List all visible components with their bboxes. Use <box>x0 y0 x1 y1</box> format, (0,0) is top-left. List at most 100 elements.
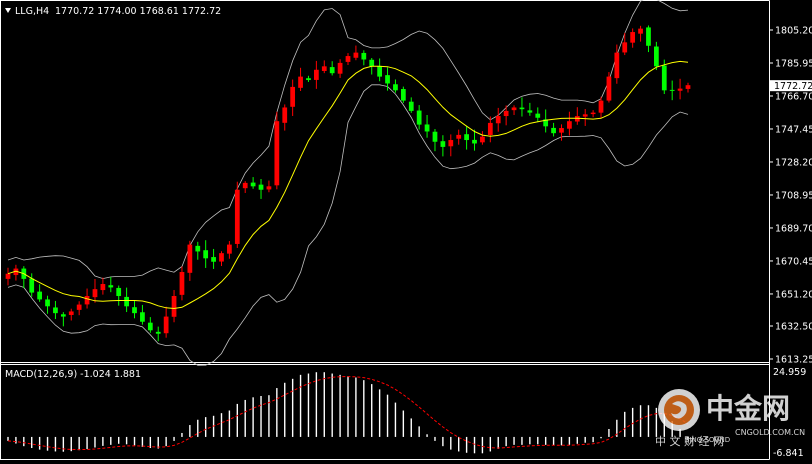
candle-body <box>408 101 414 111</box>
candle-body <box>60 314 66 317</box>
candle-body <box>353 52 359 58</box>
candle-body <box>456 134 462 139</box>
candle-body <box>124 296 129 307</box>
candle-body <box>171 296 177 317</box>
candle-body <box>76 304 82 310</box>
price-tick-label: 1805.20 <box>775 26 812 37</box>
candle-body <box>195 245 201 252</box>
watermark-stamp: SINO SOUND <box>685 436 730 444</box>
price-tick-label: 1728.20 <box>775 157 812 168</box>
candle-body <box>590 112 596 115</box>
candle-body <box>203 250 209 259</box>
candle-body <box>669 89 675 91</box>
chart-ohlc: 1770.72 1774.00 1768.61 1772.72 <box>55 6 221 17</box>
candle-body <box>29 278 35 293</box>
candle-body <box>480 136 485 143</box>
watermark-url: CNGOLD.COM.CN <box>735 428 805 437</box>
bollinger-lower <box>7 84 689 366</box>
candle-body <box>582 114 588 117</box>
candle-body <box>266 186 272 190</box>
price-tick-label: 1785.95 <box>775 58 812 69</box>
chart-menu-triangle-icon[interactable] <box>5 8 11 13</box>
candle-body <box>337 62 343 74</box>
price-tick-label: 1670.45 <box>775 256 812 267</box>
candle-body <box>630 32 636 43</box>
price-axis[interactable]: 1805.20 1785.95 1766.70 1747.45 1728.20 1708.… <box>769 26 812 366</box>
candle-body <box>511 107 517 111</box>
candle-body <box>377 66 382 77</box>
candle-body <box>400 89 406 101</box>
candle-body <box>147 322 153 331</box>
candle-body <box>274 121 280 186</box>
candle-body <box>638 28 643 34</box>
candle-body <box>179 272 185 295</box>
candle-body <box>432 131 438 142</box>
bollinger-bands <box>7 0 689 366</box>
candle-body <box>661 65 667 91</box>
candle-body <box>37 291 42 300</box>
candle-body <box>559 128 564 133</box>
candle-body <box>155 331 161 334</box>
candle-body <box>250 182 256 187</box>
candle-body <box>543 119 549 127</box>
candle-body <box>211 257 216 262</box>
candle-body <box>298 76 303 88</box>
candle-body <box>84 296 90 305</box>
candle-body <box>519 107 525 110</box>
candle-body <box>306 78 311 81</box>
candle-body <box>424 124 430 132</box>
candle-body <box>187 244 193 273</box>
candle-body <box>227 244 232 254</box>
candle-body <box>487 122 493 135</box>
candle-body <box>53 307 58 314</box>
candle-body <box>258 184 264 190</box>
price-tick-label: 1689.70 <box>775 223 812 234</box>
candle-body <box>535 113 541 118</box>
candle-body <box>503 110 509 117</box>
macd-label: MACD(12,26,9) -1.024 1.881 <box>5 369 141 380</box>
candle-body <box>13 268 19 276</box>
macd-axis-top: 24.959 <box>773 367 806 378</box>
candle-body <box>614 52 620 79</box>
candle-body <box>646 27 651 46</box>
ma-line <box>7 60 689 310</box>
bollinger-upper <box>7 0 689 280</box>
candle-body <box>567 121 572 129</box>
candle-body <box>622 42 628 53</box>
candle-body <box>385 75 390 84</box>
candle-body <box>369 59 375 67</box>
current-price-label: 1772.72 <box>774 81 812 92</box>
watermark-logo-swirl-icon <box>671 401 687 419</box>
candle-body <box>361 52 367 60</box>
macd-axis-bottom: -6.841 <box>773 448 804 459</box>
candle-body <box>495 116 501 124</box>
watermark-brand: 中金网 <box>706 392 790 425</box>
candle-body <box>448 140 454 147</box>
candle-body <box>464 134 469 141</box>
candle-body <box>527 110 533 113</box>
candle-body <box>100 284 106 291</box>
price-tick-label: 1708.95 <box>775 190 812 201</box>
price-tick-label: 1766.70 <box>775 91 812 102</box>
candle-body <box>108 285 114 288</box>
macd-panel[interactable]: MACD(12,26,9) -1.024 1.881 24.959 -6.841 <box>5 367 806 459</box>
watermark: 中金网 中 文 财 经 网 CNGOLD.COM.CN SINO SOUND <box>655 389 805 448</box>
candlestick-series <box>5 25 691 342</box>
candle-body <box>163 316 169 334</box>
chart-header: LLG,H4 1770.72 1774.00 1768.61 1772.72 <box>5 6 221 17</box>
price-tick-label: 1747.45 <box>775 124 812 135</box>
watermark-logo-inner <box>664 395 694 425</box>
candle-body <box>5 273 11 279</box>
candle-body <box>290 86 296 107</box>
macd-signal-line <box>7 376 689 451</box>
candle-body <box>606 76 612 101</box>
candle-body <box>140 312 145 322</box>
candle-body <box>234 189 240 244</box>
candle-body <box>551 127 556 134</box>
moving-average <box>7 60 689 310</box>
candle-body <box>685 85 691 89</box>
price-tick-label: 1613.25 <box>775 355 812 366</box>
candle-body <box>598 100 604 113</box>
